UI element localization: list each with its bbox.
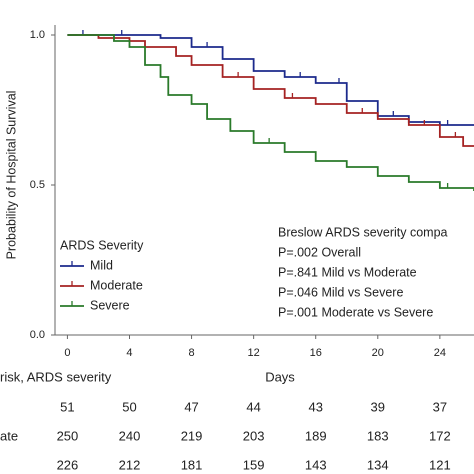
risk-count: 189 (305, 428, 327, 443)
risk-count: 44 (246, 399, 260, 414)
risk-table-header: risk, ARDS severity (0, 369, 112, 384)
legend-label: Severe (90, 298, 130, 312)
risk-count: 203 (243, 428, 265, 443)
risk-count: 37 (433, 399, 447, 414)
x-tick-label: 24 (434, 347, 446, 359)
survival-curve (67, 34, 474, 191)
legend-label: Moderate (90, 278, 143, 292)
legend-box (55, 228, 245, 335)
y-tick-label: 0.5 (30, 179, 45, 191)
risk-count: 121 (429, 457, 451, 472)
risk-count: 143 (305, 457, 327, 472)
annotation: Breslow ARDS severity compa (278, 225, 448, 239)
x-axis-label: Days (265, 369, 295, 384)
risk-count: 183 (367, 428, 389, 443)
y-axis-label: Probability of Hospital Survival (4, 91, 18, 260)
survival-curve (67, 34, 474, 147)
risk-row-label: ate (0, 428, 18, 443)
risk-count: 240 (119, 428, 141, 443)
y-tick-label: 0.0 (30, 329, 45, 341)
risk-count: 181 (181, 457, 203, 472)
x-tick-label: 8 (189, 347, 195, 359)
x-tick-label: 0 (64, 347, 70, 359)
risk-count: 43 (308, 399, 322, 414)
risk-count: 47 (184, 399, 198, 414)
y-tick-label: 1.0 (30, 29, 45, 41)
legend-title: ARDS Severity (60, 238, 144, 252)
risk-count: 50 (122, 399, 136, 414)
risk-count: 159 (243, 457, 265, 472)
annotation: P=.046 Mild vs Severe (278, 285, 403, 299)
risk-count: 250 (57, 428, 79, 443)
x-tick-label: 16 (310, 347, 322, 359)
annotation: P=.841 Mild vs Moderate (278, 265, 417, 279)
risk-count: 212 (119, 457, 141, 472)
x-tick-label: 20 (372, 347, 384, 359)
risk-count: 172 (429, 428, 451, 443)
risk-count: 51 (60, 399, 74, 414)
legend-label: Mild (90, 258, 113, 272)
annotation: P=.002 Overall (278, 245, 361, 259)
annotation: P=.001 Moderate vs Severe (278, 305, 433, 319)
risk-count: 219 (181, 428, 203, 443)
x-tick-label: 4 (126, 347, 132, 359)
x-tick-label: 12 (248, 347, 260, 359)
risk-count: 39 (371, 399, 385, 414)
risk-count: 134 (367, 457, 389, 472)
survival-curve (67, 34, 474, 126)
risk-count: 226 (57, 457, 79, 472)
